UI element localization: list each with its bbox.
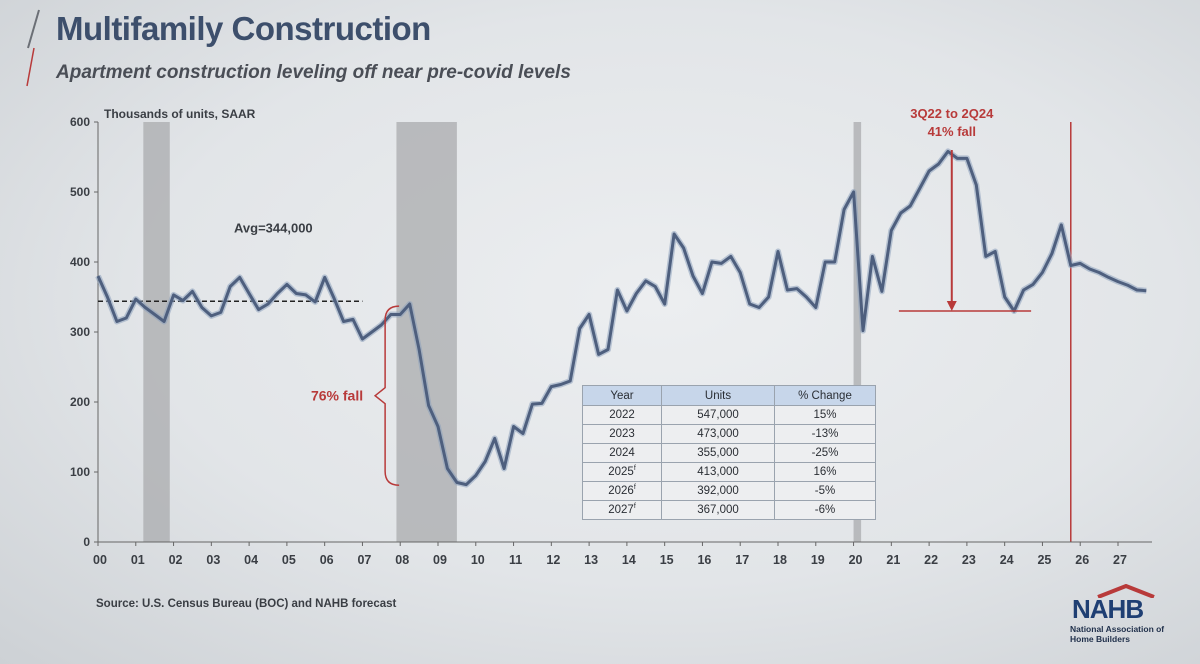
x-tick-label: 08 <box>395 553 409 567</box>
table-cell-change: -6% <box>774 500 876 520</box>
y-tick-label: 400 <box>70 255 90 269</box>
table-row: 2024 355,000 -25% <box>582 443 876 463</box>
table-cell-year: 2027f <box>582 500 662 520</box>
table-cell-year: 2022 <box>582 405 662 425</box>
x-tick-label: 05 <box>282 553 296 567</box>
table-cell-year: 2026f <box>582 481 662 501</box>
table-cell-change: -13% <box>774 424 876 444</box>
slide-title: Multifamily Construction <box>56 10 431 47</box>
x-tick-label: 27 <box>1113 553 1127 567</box>
x-tick-label: 13 <box>584 553 598 567</box>
x-tick-label: 06 <box>320 553 334 567</box>
table-cell-units: 392,000 <box>661 481 775 501</box>
series-line <box>96 149 1147 487</box>
x-tick-label: 19 <box>811 553 825 567</box>
table-cell-year: 2024 <box>582 443 662 463</box>
table-cell-change: 16% <box>774 462 876 482</box>
table-header-year: Year <box>582 385 662 406</box>
x-tick-label: 10 <box>471 553 485 567</box>
y-tick-label: 300 <box>70 325 90 339</box>
fall-percent-label: 41% fall <box>928 124 976 139</box>
x-tick-label: 09 <box>433 553 447 567</box>
average-label: Avg=344,000 <box>234 221 313 236</box>
table-cell-change: -25% <box>774 443 876 463</box>
table-cell-year: 2023 <box>582 424 662 444</box>
x-tick-label: 04 <box>244 553 258 567</box>
table-row: 2026f 392,000 -5% <box>582 481 876 501</box>
fall-annotation: 76% fall <box>311 388 363 404</box>
y-tick-label: 0 <box>83 535 90 549</box>
x-tick-label: 25 <box>1037 553 1051 567</box>
x-tick-label: 03 <box>206 553 220 567</box>
x-tick-label: 21 <box>886 553 900 567</box>
y-tick-label: 200 <box>70 395 90 409</box>
x-tick-label: 07 <box>357 553 371 567</box>
table-header-row: Year Units % Change <box>582 385 876 406</box>
title-accent-slash <box>26 9 40 87</box>
y-tick-label: 100 <box>70 465 90 479</box>
y-axis-label: Thousands of units, SAAR <box>104 107 256 121</box>
table-cell-change: -5% <box>774 481 876 501</box>
x-tick-label: 24 <box>1000 553 1014 567</box>
forecast-table: Year Units % Change 2022 547,000 15% 202… <box>582 385 876 520</box>
slide-subtitle: Apartment construction leveling off near… <box>56 62 571 83</box>
logo-wordmark: NAHB <box>1072 594 1144 624</box>
table-row: 2025f 413,000 16% <box>582 462 876 482</box>
recession-band <box>396 122 457 542</box>
fall-brace <box>373 305 400 487</box>
nahb-logo: NAHB National Association of Home Builde… <box>1060 580 1180 658</box>
x-tick-label: 14 <box>622 553 636 567</box>
x-tick-label: 02 <box>169 553 183 567</box>
table-cell-units: 547,000 <box>661 405 775 425</box>
source-note: Source: U.S. Census Bureau (BOC) and NAH… <box>96 598 397 610</box>
table-cell-units: 367,000 <box>661 500 775 520</box>
table-header-units: Units <box>661 385 775 406</box>
table-cell-units: 355,000 <box>661 443 775 463</box>
x-tick-label: 26 <box>1075 553 1089 567</box>
fall-arrowhead <box>946 301 957 311</box>
y-tick-label: 500 <box>70 185 90 199</box>
x-tick-label: 16 <box>697 553 711 567</box>
x-tick-label: 01 <box>131 553 145 567</box>
x-tick-label: 17 <box>735 553 749 567</box>
table-header-change: % Change <box>774 385 876 406</box>
table-row: 2023 473,000 -13% <box>582 424 876 444</box>
table-cell-year: 2025f <box>582 462 662 482</box>
x-tick-label: 11 <box>509 553 522 567</box>
recession-band <box>853 122 862 542</box>
table-cell-units: 473,000 <box>661 424 775 444</box>
y-tick-label: 600 <box>70 115 90 129</box>
table-cell-units: 413,000 <box>661 462 775 482</box>
x-tick-label: 18 <box>773 553 787 567</box>
table-row: 2022 547,000 15% <box>582 405 876 425</box>
x-tick-label: 22 <box>924 553 938 567</box>
x-tick-label: 15 <box>660 553 674 567</box>
table-cell-change: 15% <box>774 405 876 425</box>
x-tick-label: 12 <box>546 553 560 567</box>
house-roof-icon <box>1097 584 1155 598</box>
table-row: 2027f 367,000 -6% <box>582 500 876 520</box>
recession-band <box>143 122 170 542</box>
x-tick-label: 00 <box>93 553 107 567</box>
fall-period-label: 3Q22 to 2Q24 <box>910 106 994 121</box>
x-tick-label: 20 <box>849 553 863 567</box>
logo-subtitle: National Association of Home Builders <box>1070 624 1165 644</box>
x-tick-label: 23 <box>962 553 976 567</box>
